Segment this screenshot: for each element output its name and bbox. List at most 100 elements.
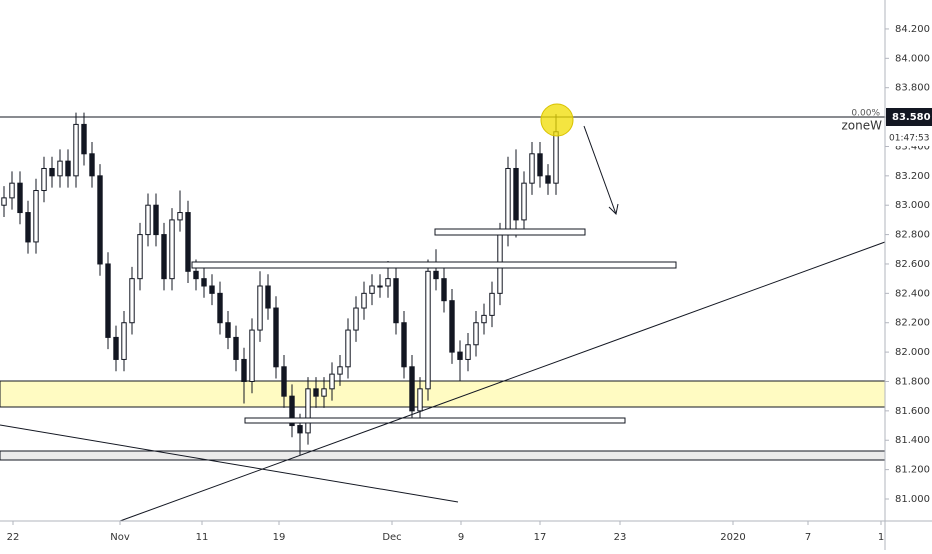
x-tick-label: 9 (458, 532, 464, 543)
candle-body (233, 336, 239, 360)
candle-body (393, 278, 399, 324)
y-tick-label: 82.000 (895, 347, 930, 358)
y-tick-label: 82.200 (895, 318, 930, 329)
candle-body (193, 270, 199, 280)
candle-body (457, 351, 463, 360)
candle-body (529, 153, 535, 184)
y-tick-label: 81.600 (895, 406, 930, 417)
candle-body (145, 204, 151, 236)
y-tick-label: 82.400 (895, 288, 930, 299)
candle-body (129, 278, 135, 324)
candle-body (1, 197, 7, 206)
price-label: 83.580 (892, 112, 931, 123)
candle-body (97, 175, 103, 265)
y-tick-label: 82.600 (895, 259, 930, 270)
candle-body (361, 292, 367, 309)
candle-body (41, 167, 47, 192)
candle-body (241, 358, 247, 382)
price-label-box (886, 108, 932, 126)
candle-body (505, 167, 511, 236)
candle-body (49, 167, 55, 177)
candle-body (313, 388, 319, 397)
level-label: 0.00% (851, 109, 880, 119)
candle-body (345, 329, 351, 368)
candle-body (417, 388, 423, 412)
x-tick-label: 7 (805, 532, 811, 543)
arrow (583, 125, 617, 215)
candle-body (329, 373, 335, 390)
x-tick-label: 19 (273, 532, 286, 543)
candle-body (121, 322, 127, 360)
level-box (191, 261, 677, 269)
candle-body (297, 425, 303, 434)
candle-body (321, 388, 327, 397)
y-tick-label: 81.400 (895, 435, 930, 446)
candle-body (433, 270, 439, 280)
candle-body (473, 322, 479, 346)
candle-body (161, 234, 167, 280)
candle-body (481, 314, 487, 324)
x-tick-label: 17 (534, 532, 547, 543)
candle-body (521, 182, 527, 221)
y-tick-label: 84.200 (895, 24, 930, 35)
candle-body (409, 366, 415, 412)
level-box (434, 228, 586, 236)
candle-body (177, 212, 183, 221)
x-tick-label: 11 (196, 532, 209, 543)
arrow-head (608, 203, 619, 216)
candle-body (185, 212, 191, 272)
candle-body (369, 285, 375, 294)
y-tick-label: 84.000 (895, 53, 930, 64)
candle-body (353, 307, 359, 331)
candle-body (257, 285, 263, 331)
y-tick-label: 83.800 (895, 83, 930, 94)
candle-body (209, 285, 215, 294)
axes: 81.000 81.200 81.400 81.600 81.800 82.000 82.2… (7, 24, 930, 543)
candle-body (273, 307, 279, 368)
candle-body (113, 336, 119, 360)
candle-body (465, 344, 471, 360)
y-tick-label: 83.400 (895, 141, 930, 152)
y-tick-label: 81.800 (895, 376, 930, 387)
x-tick-label: 2020 (720, 532, 745, 543)
candle-body (265, 285, 271, 309)
candle-body (249, 329, 255, 382)
candle-body (17, 182, 23, 214)
y-tick-label: 81.000 (895, 494, 930, 505)
candle-body (537, 153, 543, 177)
candle-body (553, 131, 559, 184)
candle-body (9, 182, 15, 199)
candle-body (281, 366, 287, 397)
x-tick-label: Dec (382, 532, 401, 543)
drawings: 0.00% zoneW (0, 103, 886, 522)
candle-body (305, 388, 311, 434)
candle-body (217, 292, 223, 324)
candle-body (105, 263, 111, 338)
x-tick-label: 1 (878, 532, 884, 543)
candle-body (289, 395, 295, 427)
yellow-zone (0, 380, 886, 408)
y-tick-label: 81.200 (895, 465, 930, 476)
candle-body (169, 219, 175, 280)
candles (1, 112, 559, 455)
candle-body (545, 175, 551, 184)
candle-body (513, 167, 519, 221)
price-labels: 83.580 01:47:53 (886, 108, 932, 146)
candle-body (489, 292, 495, 316)
candle-body (337, 366, 343, 375)
candle-body (225, 322, 231, 338)
highlight-circle (540, 103, 574, 137)
candle-body (441, 278, 447, 302)
candle-body (401, 322, 407, 368)
y-tick-label: 83.000 (895, 200, 930, 211)
candle-body (153, 204, 159, 236)
candle-body (25, 212, 31, 243)
x-tick-label: 23 (614, 532, 627, 543)
candle-body (89, 153, 95, 177)
drawing-name: zoneW (842, 119, 883, 133)
y-tick-label: 83.200 (895, 171, 930, 182)
level-box (244, 417, 626, 424)
candle-body (73, 123, 79, 177)
candle-body (137, 234, 143, 280)
